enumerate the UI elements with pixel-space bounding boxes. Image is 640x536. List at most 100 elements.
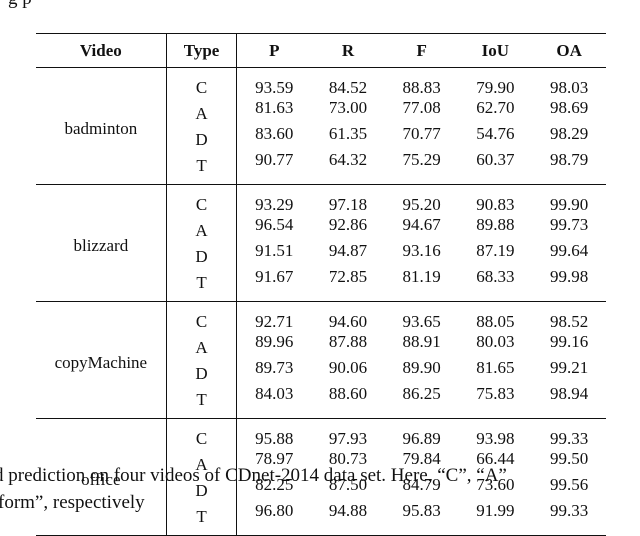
type-cell: T: [166, 384, 238, 419]
p-cell: 82.25: [255, 475, 294, 494]
type-cell: C: [166, 67, 238, 98]
results-table: Video Type P R F IoU OA badminton C 93.5…: [36, 33, 606, 536]
iou-cell: 80.03: [476, 332, 515, 351]
oa-cell: 98.94: [549, 384, 589, 403]
iou-cell: 81.65: [476, 358, 515, 377]
r-cell: 64.32: [328, 150, 368, 169]
header-oa: OA: [556, 40, 582, 60]
caption-line-1: d prediction on four videos of CDnet-201…: [0, 465, 507, 486]
f-cell: 79.84: [402, 449, 441, 468]
header-f: F: [416, 40, 427, 60]
oa-cell: 98.69: [549, 98, 589, 117]
type-cell: A: [166, 215, 238, 241]
oa-cell: 99.33: [549, 429, 589, 448]
video-name: blizzard: [36, 184, 167, 302]
iou-cell: 89.88: [476, 215, 515, 234]
header-type: Type: [166, 33, 238, 68]
type-cell: D: [166, 124, 238, 150]
f-cell: 70.77: [402, 124, 441, 143]
r-cell: 94.60: [328, 312, 368, 331]
results-table-container: Video Type P R F IoU OA badminton C 93.5…: [36, 33, 606, 536]
p-cell: 93.29: [255, 195, 294, 214]
p-cell: 91.51: [255, 241, 294, 260]
r-cell: 97.93: [328, 429, 368, 448]
table-row: T 90.77 64.32 75.29 60.37 98.79: [36, 150, 606, 185]
oa-cell: 99.98: [549, 267, 589, 286]
p-cell: 89.96: [255, 332, 294, 351]
oa-cell: 99.90: [549, 195, 589, 214]
type-cell: C: [166, 301, 238, 332]
p-cell: 89.73: [255, 358, 294, 377]
type-cell: C: [166, 184, 238, 215]
table-row: A 89.96 87.88 88.91 80.03 99.16: [36, 332, 606, 358]
table-row: blizzard C 93.29 97.18 95.20 90.83 99.90: [36, 184, 606, 302]
table-row: badminton C 93.59 84.52 88.83 79.90 98.0…: [36, 67, 606, 185]
f-cell: 77.08: [402, 98, 441, 117]
table-row: D 83.60 61.35 70.77 54.76 98.29: [36, 124, 606, 150]
type-cell: T: [166, 150, 238, 185]
header-p: P: [269, 40, 280, 60]
f-cell: 81.19: [402, 267, 441, 286]
f-cell: 84.79: [402, 475, 441, 494]
type-cell: D: [166, 241, 238, 267]
p-cell: 92.71: [255, 312, 294, 331]
iou-cell: 62.70: [476, 98, 515, 117]
table-row: copyMachine C 92.71 94.60 93.65 88.05 98…: [36, 301, 606, 419]
p-cell: 90.77: [255, 150, 294, 169]
cropped-previous-line: g p: [8, 0, 32, 10]
r-cell: 92.86: [328, 215, 368, 234]
table-group-copymachine: copyMachine C 92.71 94.60 93.65 88.05 98…: [36, 301, 606, 419]
table-row: D 89.73 90.06 89.90 81.65 99.21: [36, 358, 606, 384]
f-cell: 88.83: [402, 78, 441, 97]
f-cell: 93.16: [402, 241, 441, 260]
p-cell: 83.60: [255, 124, 294, 143]
r-cell: 94.87: [328, 241, 368, 260]
oa-cell: 98.52: [549, 312, 589, 331]
type-cell: D: [166, 358, 238, 384]
p-cell: 96.54: [255, 215, 294, 234]
f-cell: 94.67: [402, 215, 441, 234]
oa-cell: 99.56: [549, 475, 589, 494]
f-cell: 95.20: [402, 195, 441, 214]
type-cell: A: [166, 98, 238, 124]
iou-cell: 60.37: [476, 150, 515, 169]
p-cell: 81.63: [255, 98, 294, 117]
r-cell: 90.06: [328, 358, 368, 377]
iou-cell: 68.33: [476, 267, 515, 286]
header-row: Video Type P R F IoU OA: [36, 33, 606, 68]
type-cell: A: [166, 332, 238, 358]
table-header: Video Type P R F IoU OA: [36, 33, 606, 68]
iou-cell: 79.90: [476, 78, 515, 97]
table-row: T 91.67 72.85 81.19 68.33 99.98: [36, 267, 606, 302]
f-cell: 89.90: [402, 358, 441, 377]
oa-cell: 99.21: [549, 358, 589, 377]
oa-cell: 98.03: [549, 78, 589, 97]
p-cell: 93.59: [255, 78, 294, 97]
iou-cell: 93.98: [476, 429, 515, 448]
oa-cell: 99.50: [549, 449, 589, 468]
iou-cell: 75.83: [476, 384, 515, 403]
header-r: R: [341, 40, 355, 60]
p-cell: 95.88: [255, 429, 294, 448]
video-name: copyMachine: [36, 301, 167, 419]
caption-line-2: form”, respectively: [0, 492, 145, 513]
r-cell: 84.52: [328, 78, 368, 97]
iou-cell: 66.44: [476, 449, 515, 468]
r-cell: 73.00: [328, 98, 368, 117]
header-video: Video: [36, 33, 167, 68]
p-cell: 91.67: [255, 267, 294, 286]
f-cell: 96.89: [402, 429, 441, 448]
table-row: A 78.97 80.73 79.84 66.44 99.50: [36, 449, 606, 475]
table-row: T 84.03 88.60 86.25 75.83 98.94: [36, 384, 606, 419]
r-cell: 61.35: [328, 124, 368, 143]
p-cell: 84.03: [255, 384, 294, 403]
r-cell: 80.73: [328, 449, 368, 468]
iou-cell: 87.19: [476, 241, 515, 260]
oa-cell: 99.73: [549, 215, 589, 234]
r-cell: 88.60: [328, 384, 368, 403]
video-name: badminton: [36, 67, 167, 185]
oa-cell: 99.64: [549, 241, 589, 260]
r-cell: 87.50: [328, 475, 368, 494]
table-row: office C 95.88 97.93 96.89 93.98 99.33: [36, 418, 606, 536]
table-group-blizzard: blizzard C 93.29 97.18 95.20 90.83 99.90…: [36, 184, 606, 302]
